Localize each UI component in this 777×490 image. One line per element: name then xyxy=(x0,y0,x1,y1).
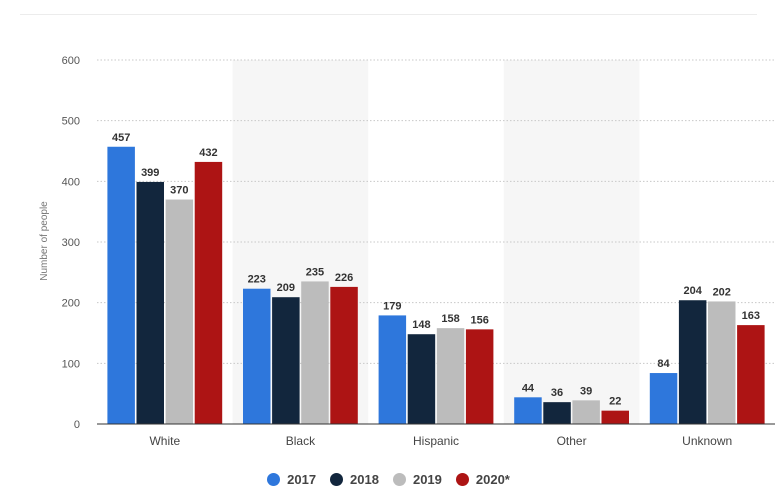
y-tick-label: 600 xyxy=(62,55,80,67)
bar xyxy=(272,297,300,424)
legend-item[interactable]: 2020* xyxy=(455,472,510,487)
y-tick-labels: 0 100 200 300 400 500 600 xyxy=(62,55,80,431)
bar xyxy=(572,400,600,424)
bar xyxy=(649,373,678,424)
legend-label: 2017 xyxy=(287,472,317,487)
data-label: 156 xyxy=(470,314,488,326)
data-label: 148 xyxy=(412,319,430,331)
y-axis-label: Number of people xyxy=(39,201,50,281)
bar xyxy=(407,334,436,424)
legend-item[interactable]: 2017 xyxy=(267,472,316,487)
legend: 2017 2018 2019 2020* xyxy=(0,472,777,487)
bar xyxy=(514,397,542,424)
y-tick-label: 500 xyxy=(62,116,80,128)
legend-swatch xyxy=(455,473,469,486)
data-label: 36 xyxy=(551,387,563,399)
data-label: 22 xyxy=(609,396,621,408)
data-label: 226 xyxy=(335,272,353,284)
data-label: 209 xyxy=(277,282,295,294)
bar xyxy=(136,181,164,424)
bar xyxy=(465,329,494,424)
y-tick-label: 100 xyxy=(62,358,80,370)
bar xyxy=(165,199,194,424)
legend-swatch xyxy=(330,473,344,486)
x-tick-label: Other xyxy=(557,434,587,448)
bar xyxy=(330,286,358,424)
bar-chart: 0 100 200 300 400 500 600 Number of people 457… xyxy=(39,55,775,448)
bar xyxy=(543,402,571,424)
bar xyxy=(601,410,629,424)
y-tick-label: 400 xyxy=(62,176,80,188)
bar xyxy=(107,146,135,424)
data-label: 44 xyxy=(522,382,535,394)
legend-label: 2020* xyxy=(475,472,510,487)
bar xyxy=(194,161,223,425)
y-tick-label: 300 xyxy=(62,237,80,249)
bar xyxy=(678,300,707,424)
data-label: 202 xyxy=(713,286,731,298)
data-label: 223 xyxy=(248,274,266,286)
data-label: 235 xyxy=(306,266,324,278)
data-label: 370 xyxy=(170,185,188,197)
x-tick-labels: White Black Hispanic Other Unknown xyxy=(149,434,732,448)
data-label: 457 xyxy=(112,132,130,144)
category-band xyxy=(503,60,640,424)
legend-swatch xyxy=(392,473,406,486)
data-label: 204 xyxy=(683,285,702,297)
data-label: 84 xyxy=(657,358,670,370)
legend-swatch xyxy=(267,473,281,486)
y-tick-label: 200 xyxy=(62,298,80,310)
bar xyxy=(243,288,271,424)
x-tick-label: Hispanic xyxy=(413,434,459,448)
legend-label: 2019 xyxy=(412,472,442,487)
legend-item[interactable]: 2019 xyxy=(392,472,442,487)
x-tick-label: White xyxy=(149,434,180,448)
bar xyxy=(708,301,736,424)
bar xyxy=(301,281,329,424)
x-tick-label: Black xyxy=(286,434,316,448)
bar xyxy=(436,328,465,424)
data-label: 163 xyxy=(742,310,760,322)
bars xyxy=(107,146,765,425)
data-label: 158 xyxy=(441,313,459,325)
data-label: 399 xyxy=(141,167,159,179)
bar xyxy=(378,315,407,424)
legend-label: 2018 xyxy=(350,472,379,487)
y-tick-label: 0 xyxy=(74,419,80,431)
bar xyxy=(737,325,765,424)
data-label: 39 xyxy=(580,385,592,397)
data-label: 432 xyxy=(199,147,217,159)
x-tick-label: Unknown xyxy=(682,434,732,448)
top-divider xyxy=(20,14,757,15)
legend-item[interactable]: 2018 xyxy=(330,472,379,487)
data-label: 179 xyxy=(383,300,401,312)
data-labels: 457 399 370 432 223 209 235 226 179 148 158 156 44 36… xyxy=(112,132,760,408)
